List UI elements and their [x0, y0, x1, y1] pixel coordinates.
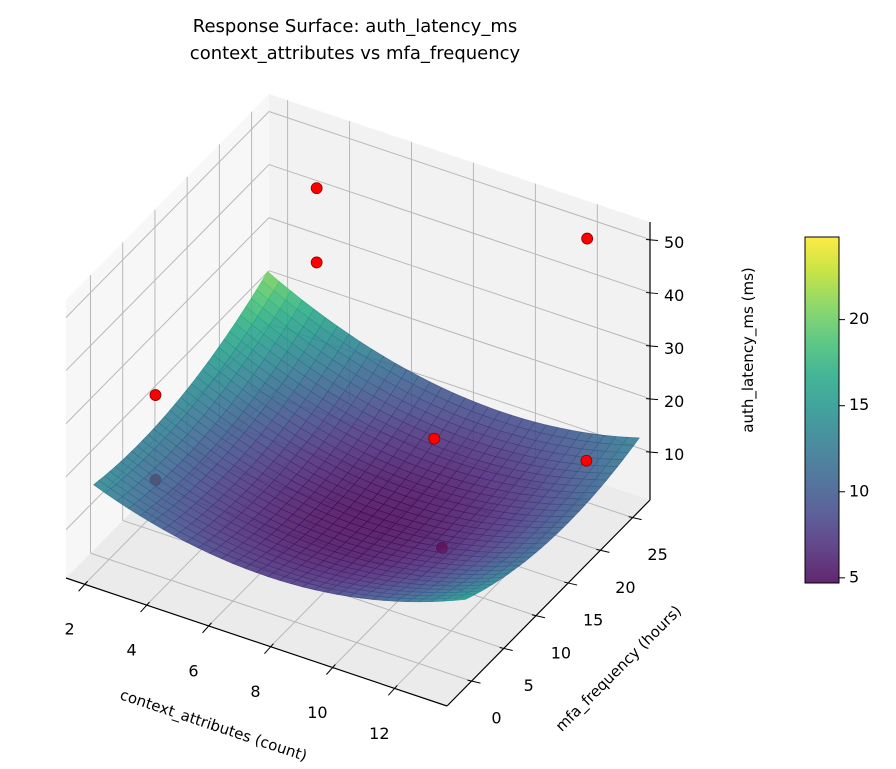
z-tick-label: 10: [664, 445, 684, 464]
x-tick-label: 4: [126, 641, 136, 660]
x-tick-label: 8: [250, 682, 260, 701]
x-tick-mark: [202, 622, 212, 634]
x-tick-mark: [326, 664, 336, 675]
x-axis-line: [65, 577, 448, 707]
colorbar-tick-label: 5: [849, 567, 859, 586]
chart-title-line-2: context_attributes vs mfa_frequency: [190, 43, 521, 64]
x-tick-label: 6: [188, 661, 198, 680]
surface-facet: [453, 596, 471, 601]
left-grid-line-z: [65, 270, 270, 478]
z-tick-mark: [645, 398, 659, 401]
y-tick-label: 5: [524, 676, 534, 695]
left-grid-line-z: [65, 164, 270, 371]
y-tick-mark: [628, 516, 642, 521]
z-axis-label: auth_latency_ms (ms): [739, 267, 758, 433]
data-point: [310, 182, 323, 195]
y-tick-mark: [467, 679, 481, 684]
response-surface: [93, 271, 640, 603]
data-point: [310, 256, 323, 269]
z-tick-label: 30: [664, 339, 684, 358]
colorbar-tick-label: 10: [849, 481, 869, 500]
colorbar: 5 10 15 20: [804, 236, 869, 586]
colorbar-gradient: [804, 236, 840, 584]
back-grid-line-z: [268, 217, 651, 347]
x-tick-label: 10: [307, 703, 327, 722]
z-tick-mark: [645, 292, 659, 295]
y-tick-label: 25: [647, 545, 667, 564]
data-point: [580, 454, 593, 467]
points-in-front: [149, 182, 594, 467]
y-tick-label: 20: [615, 578, 635, 597]
z-tick-mark: [645, 239, 659, 242]
back-grid-line-z: [268, 164, 651, 294]
x-axis-label: context_attributes (count): [117, 686, 309, 765]
colorbar-tick-label: 15: [849, 395, 869, 414]
z-tick-mark: [645, 345, 659, 348]
x-tick-label: 12: [369, 724, 389, 743]
colorbar-tick-label: 20: [849, 309, 869, 328]
left-grid-line-z: [65, 217, 270, 424]
y-tick-label: 15: [583, 611, 603, 630]
x-tick-mark: [387, 684, 398, 696]
x-tick-mark: [78, 580, 88, 592]
data-point: [581, 232, 594, 245]
data-point: [149, 389, 162, 401]
back-grid-line-z: [268, 270, 651, 400]
left-grid-line-z: [65, 111, 270, 318]
y-tick-label: 0: [491, 709, 501, 728]
y-tick-mark: [596, 548, 610, 553]
left-pane: [66, 94, 269, 578]
z-tick-label: 50: [664, 233, 684, 252]
data-point: [428, 432, 441, 445]
y-axis-line: [446, 499, 651, 707]
x-tick-label: 2: [64, 620, 74, 639]
axis-lines: 2 4 6 8 10 12 0 5 10 15 20 25 10 20 30 40 50: [64, 222, 684, 743]
back-grid-line-z: [268, 111, 651, 240]
y-axis-label: mfa_frequency (hours): [552, 602, 686, 736]
y-tick-mark: [531, 614, 546, 619]
x-tick-mark: [264, 643, 274, 655]
z-tick-label: 20: [664, 392, 684, 411]
y-tick-mark: [564, 581, 578, 586]
z-tick-mark: [645, 451, 659, 454]
y-tick-label: 10: [551, 643, 571, 662]
y-tick-mark: [499, 646, 513, 651]
chart-title-line-1: Response Surface: auth_latency_ms: [193, 16, 517, 37]
z-tick-label: 40: [664, 286, 684, 305]
x-tick-mark: [140, 601, 150, 613]
floor-grid-line-y: [90, 552, 472, 682]
